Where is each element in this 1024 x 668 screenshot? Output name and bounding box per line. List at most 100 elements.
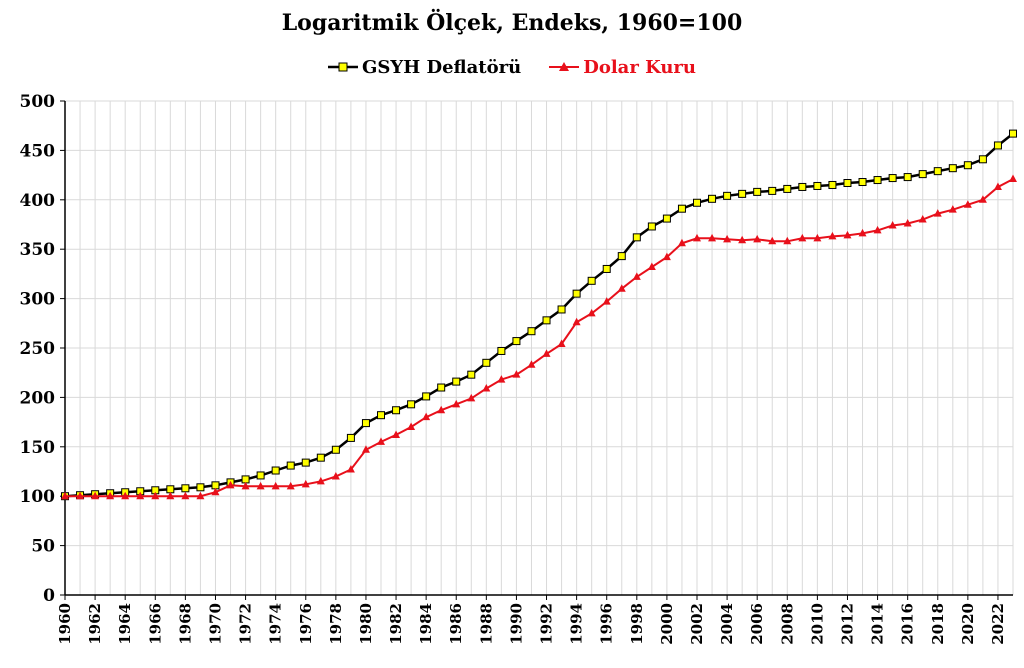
legend-label-deflator: GSYH Deflatörü [362, 56, 522, 78]
data-point-dollar [256, 481, 265, 490]
data-point-deflator [647, 222, 656, 231]
data-point-deflator [1009, 129, 1017, 138]
data-point-deflator [542, 316, 551, 325]
data-point-dollar [873, 225, 882, 234]
y-tick-label: 450 [20, 141, 56, 161]
data-point-deflator [572, 289, 581, 298]
data-point-dollar [813, 233, 822, 242]
data-point-dollar [121, 491, 130, 500]
data-point-deflator [918, 170, 927, 179]
data-point-deflator [617, 252, 626, 261]
data-point-dollar [181, 491, 190, 500]
data-point-dollar [377, 437, 385, 445]
data-point-dollar [708, 233, 717, 242]
data-point-dollar [527, 360, 536, 368]
data-point-dollar [512, 370, 521, 378]
x-tick-label: 1974 [267, 603, 285, 645]
data-point-deflator [301, 458, 310, 467]
data-point-deflator [527, 327, 536, 336]
data-point-dollar [843, 230, 852, 239]
data-point-dollar [437, 405, 446, 414]
x-tick-label: 1996 [598, 603, 616, 645]
data-point-deflator [331, 445, 340, 454]
data-point-dollar [1009, 174, 1017, 183]
data-point-dollar [166, 491, 175, 500]
y-tick-label: 350 [20, 240, 56, 260]
data-point-deflator [873, 176, 882, 185]
data-point-dollar [572, 317, 581, 326]
data-point-deflator [813, 181, 822, 190]
x-tick-label: 1984 [417, 603, 435, 645]
y-tick-label: 400 [20, 191, 56, 211]
x-tick-label: 1968 [176, 603, 194, 645]
data-point-dollar [783, 236, 792, 245]
x-tick-label: 1964 [116, 603, 134, 645]
data-point-deflator [467, 370, 476, 379]
data-point-deflator [888, 174, 897, 183]
data-point-dollar [76, 491, 85, 500]
data-point-deflator [512, 337, 521, 346]
x-tick-label: 1998 [628, 603, 646, 645]
data-point-deflator [723, 191, 732, 200]
data-point-dollar [482, 384, 491, 392]
data-point-dollar [753, 234, 762, 243]
data-point-deflator [256, 471, 265, 480]
data-point-dollar [677, 238, 686, 247]
data-point-dollar [316, 476, 325, 485]
data-point-deflator [693, 198, 701, 207]
data-point-dollar [978, 195, 987, 203]
data-point-dollar [693, 233, 701, 242]
data-point-dollar [106, 491, 115, 500]
x-tick-label: 2018 [929, 603, 947, 645]
x-tick-label: 2010 [808, 603, 826, 645]
data-point-dollar [723, 234, 732, 243]
data-point-deflator [662, 214, 671, 223]
data-point-deflator [798, 182, 807, 191]
x-tick-label: 2002 [688, 603, 706, 645]
data-point-dollar [136, 491, 145, 500]
x-tick-label: 1962 [86, 603, 104, 645]
data-point-dollar [467, 393, 476, 402]
data-point-dollar [903, 219, 912, 227]
y-tick-label: 150 [20, 438, 56, 458]
x-tick-label: 2000 [658, 603, 676, 645]
data-point-dollar [196, 491, 205, 500]
legend-item-deflator: GSYH Deflatörü [328, 57, 521, 78]
data-point-dollar [407, 422, 416, 431]
x-tick-label: 1960 [56, 603, 74, 645]
x-tick-label: 1972 [237, 603, 255, 645]
data-point-dollar [331, 471, 340, 480]
x-tick-label: 1976 [297, 603, 315, 645]
legend-item-dollar: Dolar Kuru [549, 57, 696, 78]
y-tick-label: 500 [20, 92, 56, 112]
data-point-dollar [602, 297, 611, 305]
series-line-deflator [64, 132, 1014, 498]
data-point-deflator [497, 346, 506, 355]
y-tick-label: 200 [20, 388, 56, 408]
chart-title: Logaritmik Ölçek, Endeks, 1960=100 [281, 10, 743, 36]
x-tick-label: 2016 [899, 603, 917, 645]
data-point-deflator [557, 305, 566, 314]
x-tick-label: 1970 [206, 603, 224, 645]
data-point-deflator [452, 377, 461, 386]
data-point-deflator [181, 484, 190, 493]
x-tick-label: 1982 [387, 603, 405, 645]
data-point-dollar [587, 308, 596, 317]
data-point-deflator [843, 179, 852, 188]
data-point-dollar [798, 233, 807, 242]
data-point-dollar [662, 252, 671, 261]
x-tick-label: 1994 [568, 603, 586, 645]
x-tick-label: 2012 [838, 603, 856, 645]
x-tick-label: 2006 [748, 603, 766, 645]
data-point-deflator [677, 204, 686, 213]
data-point-deflator [377, 411, 385, 420]
data-point-deflator [708, 194, 717, 203]
data-point-dollar [768, 236, 777, 245]
data-point-dollar [361, 445, 370, 453]
data-point-deflator [422, 392, 431, 401]
data-point-dollar [647, 262, 656, 270]
data-point-dollar [963, 200, 972, 208]
data-point-dollar [392, 430, 401, 438]
data-point-dollar [226, 480, 235, 489]
data-point-deflator [933, 167, 942, 176]
